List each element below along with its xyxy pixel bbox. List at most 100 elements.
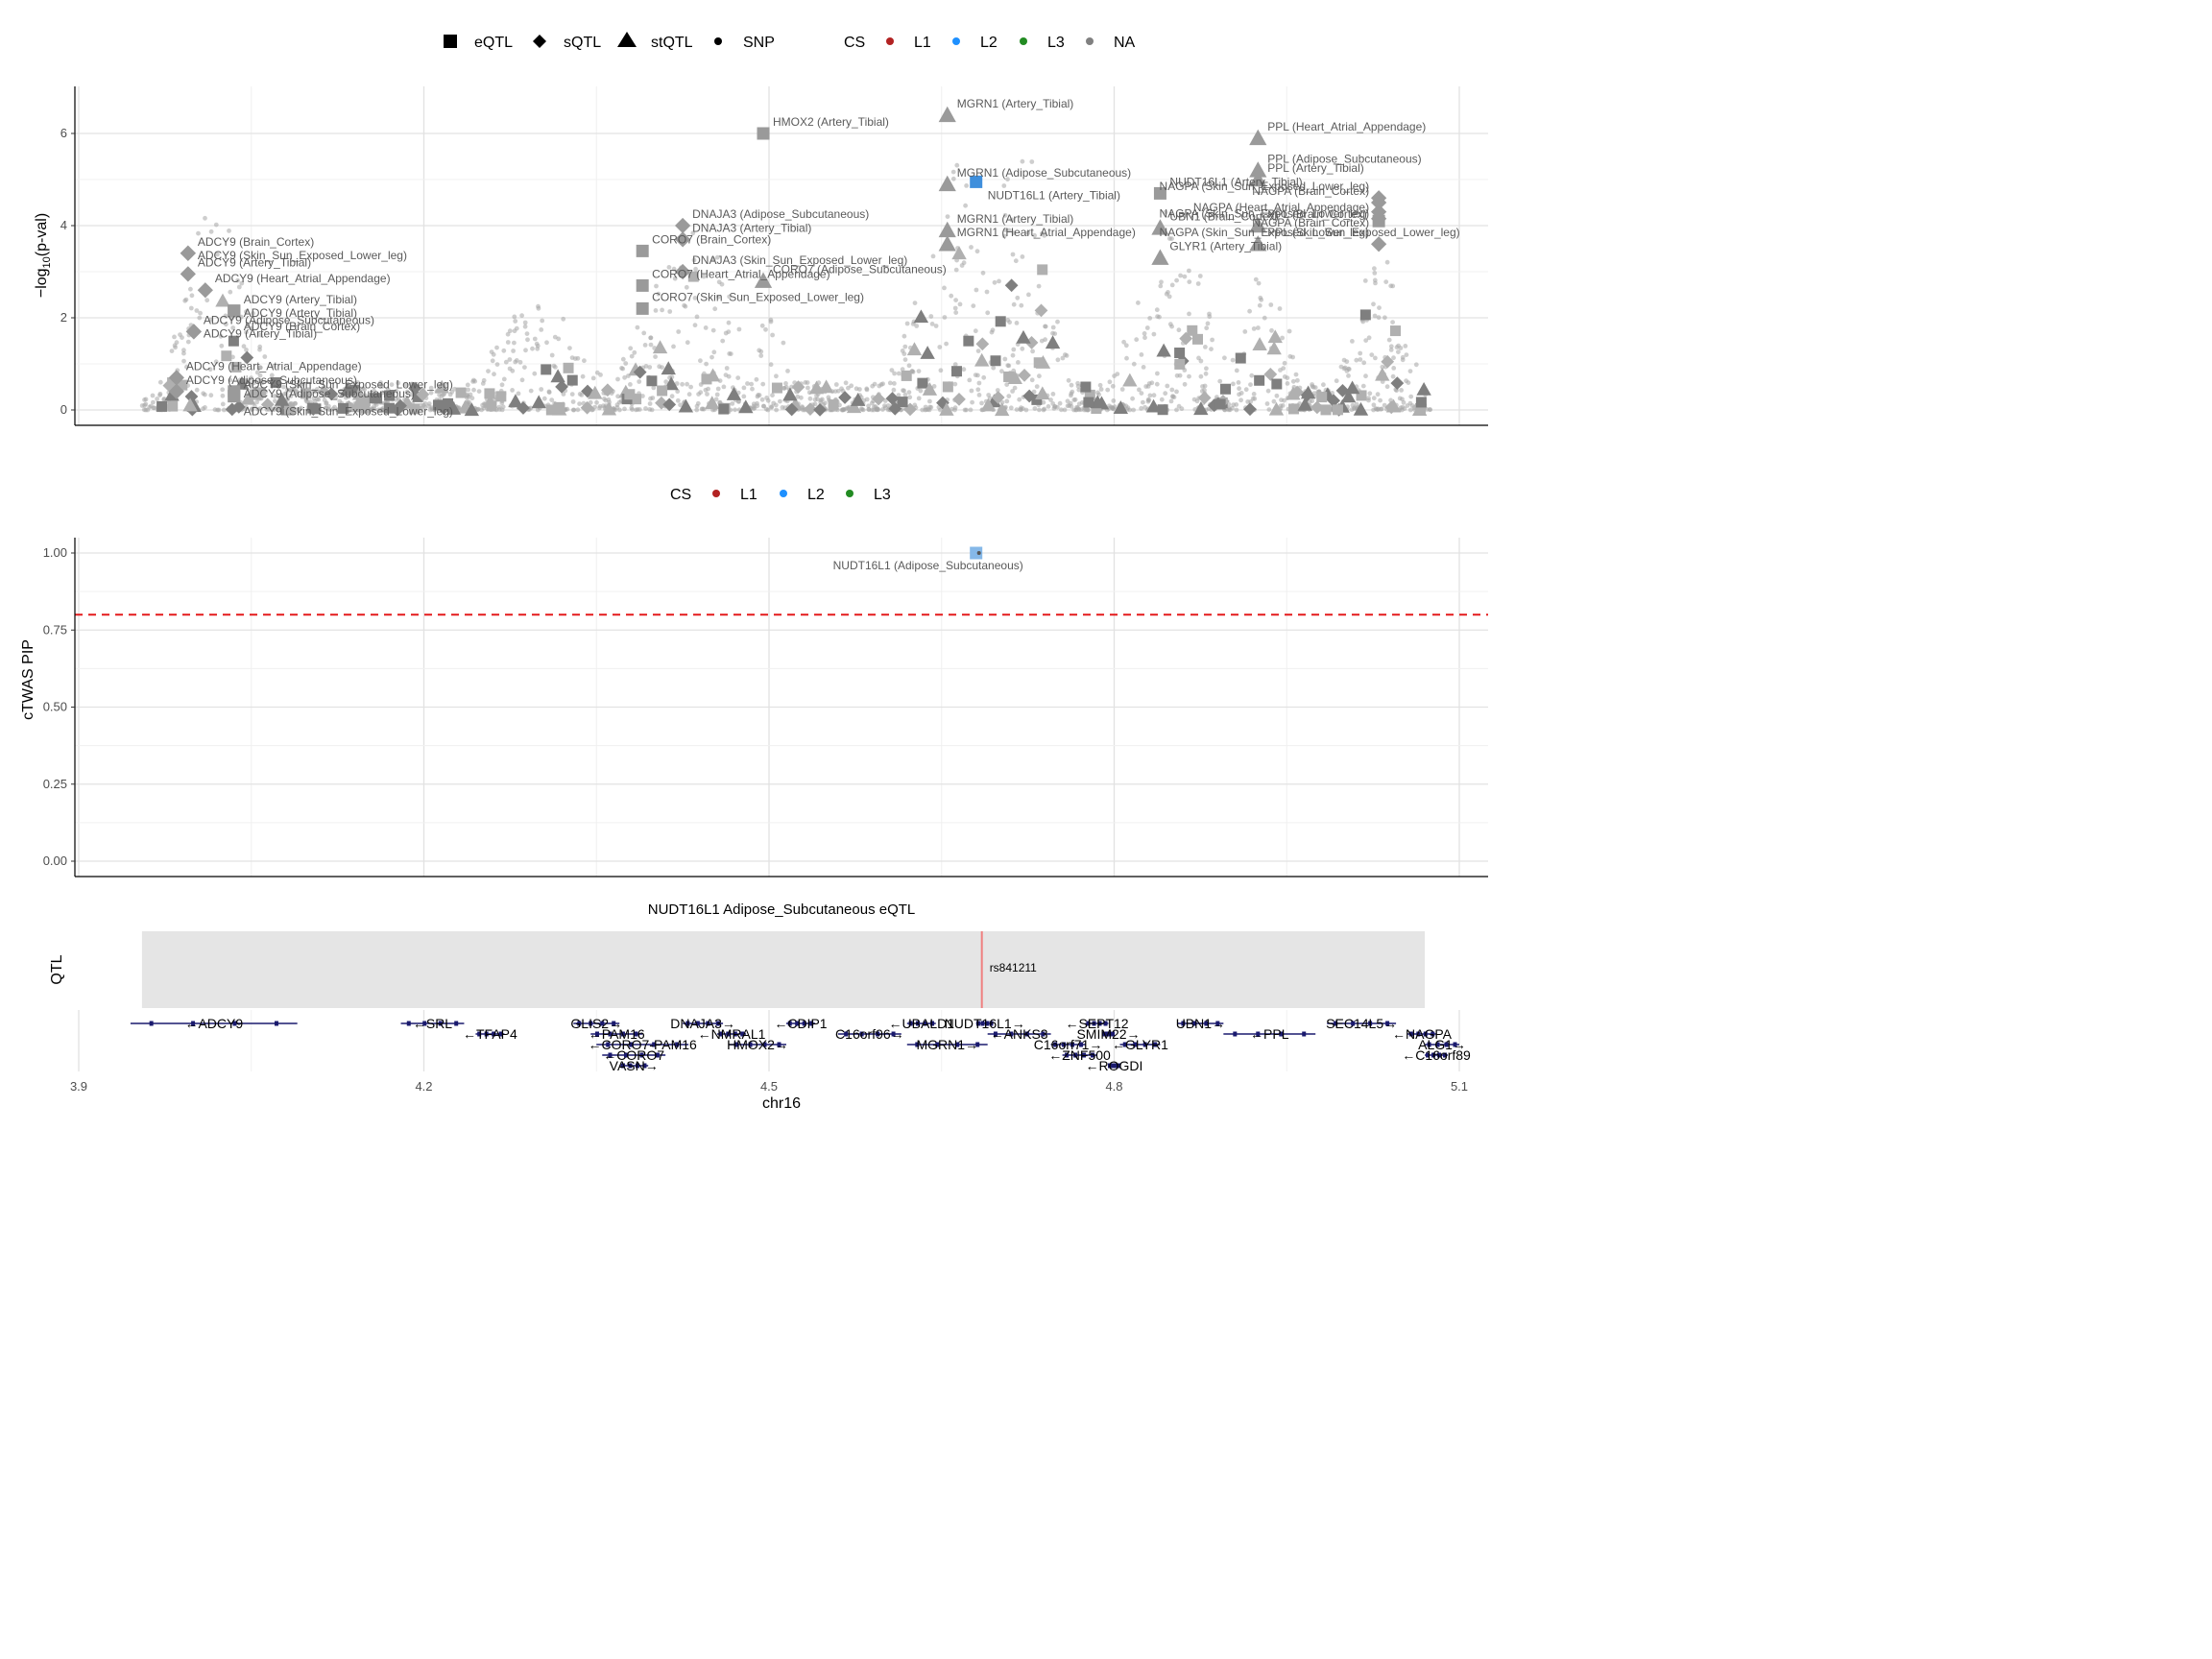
gene-exon bbox=[1351, 1021, 1356, 1026]
gene-exon bbox=[1302, 1031, 1307, 1037]
snp-point bbox=[805, 385, 810, 391]
snp-point bbox=[849, 383, 854, 389]
snp-point bbox=[647, 365, 653, 370]
qtl-mark bbox=[1080, 381, 1092, 393]
snp-point bbox=[1119, 387, 1125, 392]
snp-point bbox=[1210, 337, 1214, 343]
snp-point bbox=[1012, 385, 1018, 391]
snp-point bbox=[1222, 355, 1227, 361]
snp-point bbox=[1107, 379, 1113, 385]
annotated-qtl-point bbox=[197, 282, 213, 299]
snp-point bbox=[519, 313, 524, 319]
qtl-mark bbox=[942, 381, 953, 393]
qtl-mark bbox=[1332, 404, 1343, 416]
gene-exon bbox=[1437, 1052, 1442, 1058]
snp-point bbox=[258, 365, 263, 371]
qtl-mark bbox=[939, 402, 954, 416]
gene-exon bbox=[748, 1042, 753, 1047]
annotation-label: ADCY9 (Brain_Cortex) bbox=[198, 235, 314, 249]
snp-point bbox=[891, 387, 897, 393]
annotation-label: ADCY9 (Adipose_Subcutaneous) bbox=[186, 373, 357, 387]
qtl-mark bbox=[1220, 383, 1232, 395]
qtl-mark bbox=[1344, 380, 1360, 395]
qtl-mark bbox=[646, 375, 658, 387]
snp-point bbox=[907, 395, 913, 400]
snp-point bbox=[733, 407, 737, 413]
snp-point bbox=[207, 367, 213, 373]
snp-point bbox=[1363, 373, 1368, 379]
snp-point bbox=[519, 377, 525, 383]
snp-point bbox=[220, 393, 226, 398]
gene-exon bbox=[577, 1021, 582, 1026]
snp-point bbox=[671, 344, 676, 349]
gene-exon bbox=[492, 1031, 496, 1037]
qtl-mark bbox=[1034, 303, 1048, 318]
qtl-mark bbox=[349, 385, 360, 397]
snp-point bbox=[1237, 392, 1241, 397]
snp-point bbox=[727, 351, 733, 356]
snp-point bbox=[727, 294, 733, 300]
snp-point bbox=[1285, 375, 1290, 380]
snp-point bbox=[157, 393, 162, 397]
snp-point bbox=[632, 349, 637, 355]
annotation-label: CORO7 (Heart_Atrial_Appendage) bbox=[652, 267, 830, 280]
snp-point bbox=[1016, 360, 1021, 365]
snp-point bbox=[273, 405, 278, 411]
snp-point bbox=[623, 361, 629, 366]
legend-stqtl-label: stQTL bbox=[651, 35, 693, 51]
snp-point bbox=[396, 380, 401, 386]
qtl-mark bbox=[1214, 398, 1226, 410]
snp-point bbox=[1130, 396, 1135, 401]
snp-point bbox=[1060, 355, 1066, 361]
snp-point bbox=[669, 394, 675, 399]
snp-point bbox=[1341, 366, 1347, 372]
qtl-mark bbox=[1271, 378, 1283, 390]
annotated-qtl-point bbox=[228, 304, 241, 318]
snp-point bbox=[1144, 325, 1150, 330]
snp-point bbox=[182, 298, 188, 303]
snp-point bbox=[1170, 394, 1175, 398]
snp-point bbox=[1020, 158, 1025, 164]
snp-point bbox=[1036, 283, 1042, 289]
middle-y-ticks: 0.00 0.25 0.50 0.75 1.00 bbox=[43, 545, 75, 868]
snp-point bbox=[1234, 402, 1239, 407]
qtl-mark bbox=[167, 400, 179, 412]
snp-point bbox=[1400, 357, 1406, 363]
gene-exon bbox=[777, 1042, 781, 1047]
qtl-mark bbox=[995, 316, 1006, 327]
snp-point bbox=[714, 392, 720, 397]
snp-point bbox=[1366, 335, 1372, 341]
snp-point bbox=[1029, 377, 1035, 383]
gene-exon bbox=[1053, 1042, 1058, 1047]
qtl-mark bbox=[1268, 401, 1285, 416]
snp-point bbox=[1404, 378, 1408, 384]
snp-point bbox=[885, 403, 891, 408]
qtl-mark bbox=[678, 398, 694, 413]
snp-point bbox=[1371, 396, 1377, 401]
snp-point bbox=[372, 388, 376, 394]
y-tick-label: 0 bbox=[60, 402, 67, 417]
snp-point bbox=[1205, 321, 1211, 326]
snp-point bbox=[511, 349, 516, 353]
qtl-mark bbox=[951, 246, 967, 260]
snp-point bbox=[262, 354, 268, 359]
snp-point bbox=[1350, 339, 1355, 344]
snp-point bbox=[1391, 366, 1397, 371]
gene-exon bbox=[1108, 1063, 1113, 1069]
snp-point bbox=[525, 337, 530, 343]
snp-point bbox=[703, 387, 709, 393]
snp-point bbox=[757, 348, 762, 353]
snp-point bbox=[220, 387, 226, 393]
snp-point bbox=[974, 287, 979, 293]
mid-legend-l3-label: L3 bbox=[874, 487, 891, 503]
snp-point bbox=[1075, 380, 1080, 386]
snp-point bbox=[667, 309, 673, 314]
snp-point bbox=[552, 334, 558, 340]
snp-point bbox=[1249, 373, 1255, 378]
snp-point bbox=[1037, 373, 1042, 379]
qtl-mark bbox=[1415, 397, 1427, 408]
snp-point bbox=[912, 301, 918, 305]
snp-point bbox=[1203, 345, 1208, 349]
annotation-label: PPL (Artery_Tibial) bbox=[1267, 161, 1363, 175]
snp-point bbox=[181, 348, 186, 353]
